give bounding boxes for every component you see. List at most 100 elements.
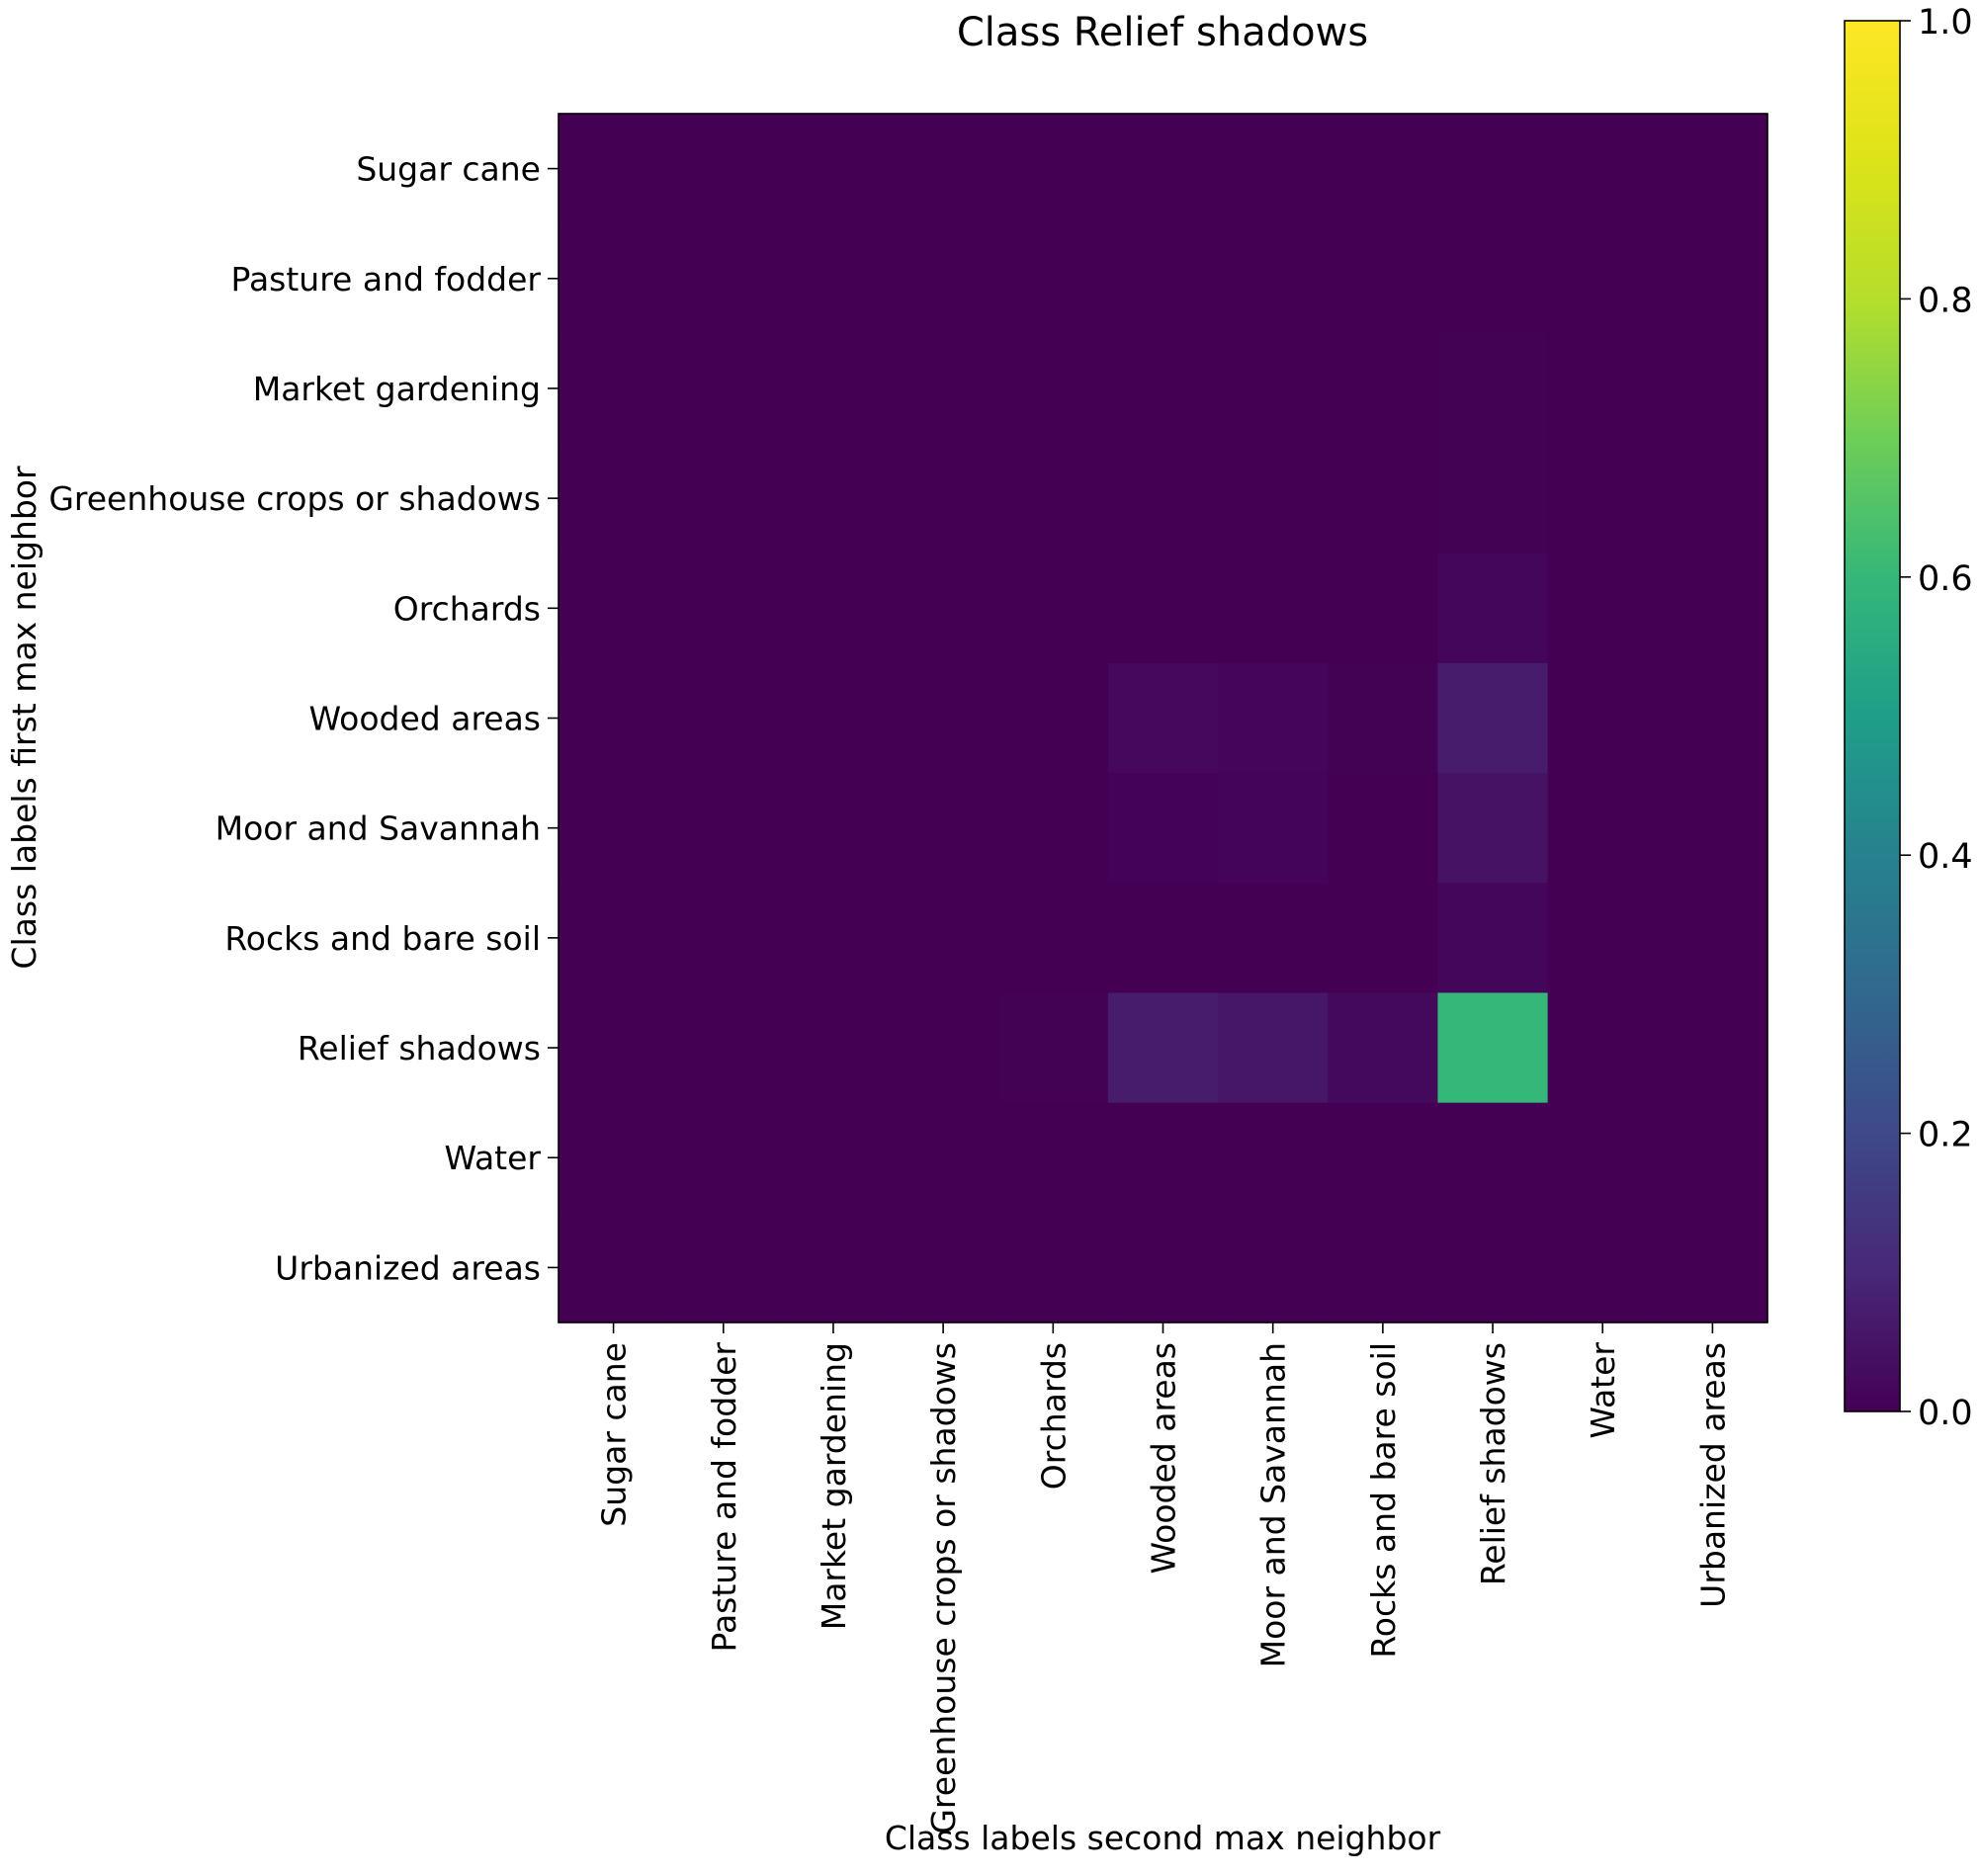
heatmap-cell	[1328, 883, 1439, 994]
heatmap-cell	[1657, 883, 1768, 994]
heatmap-cell	[1437, 114, 1549, 224]
heatmap-cell	[1218, 1212, 1329, 1323]
heatmap-cell	[668, 114, 779, 224]
heatmap-cell	[1328, 333, 1439, 445]
heatmap-cell	[888, 114, 999, 224]
heatmap-cell	[778, 992, 890, 1104]
heatmap-cell	[1547, 443, 1659, 554]
heatmap-cell	[1107, 333, 1219, 445]
x-tick-label: Sugar cane	[595, 1342, 634, 1527]
heatmap-cell	[1547, 223, 1659, 334]
heatmap-cell	[997, 883, 1109, 994]
heatmap-cell	[1547, 1102, 1659, 1214]
heatmap-cell	[1437, 223, 1549, 334]
x-tick-label: Pasture and fodder	[705, 1342, 743, 1653]
heatmap-cell	[997, 662, 1109, 774]
colorbar-tick-label: 0.0	[1918, 1394, 1973, 1433]
heatmap-cell	[668, 662, 779, 774]
x-tick-label: Relief shadows	[1474, 1342, 1512, 1585]
heatmap-cell	[888, 883, 999, 994]
chart-title: Class Relief shadows	[957, 10, 1368, 55]
heatmap-cell	[778, 114, 890, 224]
heatmap-cell	[668, 553, 779, 664]
heatmap-cell	[1107, 1102, 1219, 1214]
heatmap-cell	[1437, 1212, 1549, 1323]
heatmap-cell	[559, 443, 669, 554]
heatmap-cell	[668, 1102, 779, 1214]
x-tick-label: Urbanized areas	[1693, 1342, 1732, 1608]
y-tick-label: Pasture and fodder	[231, 260, 542, 298]
heatmap-cell	[559, 1212, 669, 1323]
heatmap-cell	[1328, 1212, 1439, 1323]
heatmap-cell	[997, 114, 1109, 224]
x-axis-ticks: Sugar cane Pasture and fodder Market garde…	[595, 1322, 1732, 1834]
x-tick-label: Greenhouse crops or shadows	[924, 1342, 963, 1834]
x-tick-label: Rocks and bare soil	[1364, 1342, 1403, 1659]
heatmap-cell	[559, 223, 669, 334]
colorbar-tick-label: 0.4	[1918, 837, 1973, 877]
colorbar-tick-label: 0.8	[1918, 281, 1973, 320]
heatmap-cell	[1657, 333, 1768, 445]
x-tick-label: Orchards	[1034, 1342, 1073, 1490]
heatmap-cell	[888, 1102, 999, 1214]
heatmap-cell	[1657, 992, 1768, 1104]
heatmap-cell	[1437, 662, 1549, 774]
heatmap-cell	[1328, 1102, 1439, 1214]
y-tick-label: Market gardening	[253, 370, 541, 408]
x-tick-label: Wooded areas	[1145, 1342, 1183, 1575]
heatmap-cell	[1328, 662, 1439, 774]
heatmap-cell	[1547, 333, 1659, 445]
heatmap-cell	[1437, 553, 1549, 664]
heatmap-cell	[1218, 1102, 1329, 1214]
heatmap-cell	[559, 662, 669, 774]
heatmap-cell	[997, 1212, 1109, 1323]
heatmap-cell	[1657, 443, 1768, 554]
heatmap-cell	[668, 443, 779, 554]
colorbar	[1844, 20, 1901, 1412]
heatmap-cell	[559, 114, 669, 224]
heatmap-cell	[559, 992, 669, 1104]
heatmap-cell	[1218, 773, 1329, 884]
heatmap-cell	[888, 992, 999, 1104]
y-tick-label: Urbanized areas	[275, 1248, 541, 1287]
heatmap-cell	[1547, 883, 1659, 994]
heatmap-cell	[1657, 114, 1768, 224]
heatmap-cell	[1107, 883, 1219, 994]
x-tick-label: Moor and Savannah	[1254, 1342, 1293, 1667]
heatmap-cell	[888, 223, 999, 334]
heatmap-cell	[1547, 553, 1659, 664]
heatmap-cell	[1328, 992, 1439, 1104]
heatmap-cell	[1657, 773, 1768, 884]
heatmap-cell	[668, 223, 779, 334]
heatmap-cell	[778, 773, 890, 884]
heatmap-cell	[1547, 662, 1659, 774]
heatmap-cell	[1657, 1212, 1768, 1323]
heatmap-cell	[1107, 662, 1219, 774]
heatmap-cell	[559, 333, 669, 445]
heatmap-cell	[1657, 1102, 1768, 1214]
heatmap-cell	[668, 1212, 779, 1323]
heatmap-cell	[1328, 114, 1439, 224]
heatmap-cell	[1437, 992, 1549, 1104]
heatmap-cell	[1328, 223, 1439, 334]
heatmap-cell	[1218, 883, 1329, 994]
heatmap-cell	[559, 553, 669, 664]
heatmap-cell	[997, 553, 1109, 664]
y-axis-ticks: Sugar cane Pasture and fodder Market garde…	[48, 150, 559, 1287]
heatmap-cell	[1437, 443, 1549, 554]
heatmap-cell	[997, 773, 1109, 884]
heatmap-cell	[668, 333, 779, 445]
heatmap-cell	[1107, 773, 1219, 884]
heatmap-cell	[559, 773, 669, 884]
heatmap-cell	[1657, 223, 1768, 334]
heatmap-cell	[997, 333, 1109, 445]
y-tick-label: Moor and Savannah	[215, 810, 541, 848]
heatmap-cell	[888, 662, 999, 774]
x-axis-label: Class labels second max neighbor	[885, 1819, 1441, 1857]
heatmap-cell	[888, 333, 999, 445]
y-tick-label: Orchards	[393, 589, 541, 628]
heatmap-cell	[778, 1102, 890, 1214]
heatmap-cell	[1218, 114, 1329, 224]
heatmap-cell	[559, 1102, 669, 1214]
